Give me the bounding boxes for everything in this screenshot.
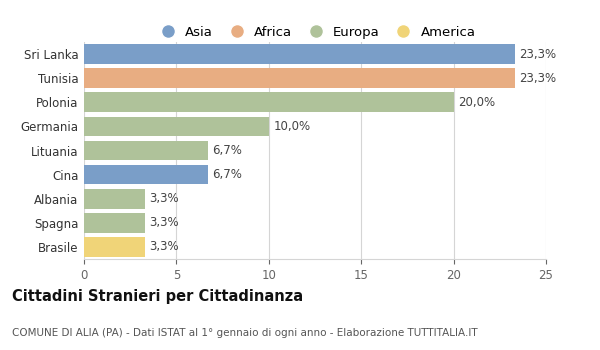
Text: 3,3%: 3,3% [149,216,179,229]
Text: 23,3%: 23,3% [519,48,556,61]
Text: COMUNE DI ALIA (PA) - Dati ISTAT al 1° gennaio di ogni anno - Elaborazione TUTTI: COMUNE DI ALIA (PA) - Dati ISTAT al 1° g… [12,328,478,338]
Text: 10,0%: 10,0% [274,120,311,133]
Text: 6,7%: 6,7% [212,144,242,157]
Bar [84,117,269,136]
Bar [84,165,208,184]
Bar [84,44,515,64]
Text: 20,0%: 20,0% [458,96,496,109]
Bar [84,68,515,88]
Text: Cittadini Stranieri per Cittadinanza: Cittadini Stranieri per Cittadinanza [12,289,303,304]
Bar [84,141,208,160]
Text: 23,3%: 23,3% [519,72,556,85]
Text: 3,3%: 3,3% [149,240,179,253]
Bar [84,237,145,257]
Bar [84,189,145,209]
Bar [84,92,454,112]
Bar [84,213,145,233]
Text: 6,7%: 6,7% [212,168,242,181]
Text: 3,3%: 3,3% [149,192,179,205]
Legend: Asia, Africa, Europa, America: Asia, Africa, Europa, America [149,20,481,44]
